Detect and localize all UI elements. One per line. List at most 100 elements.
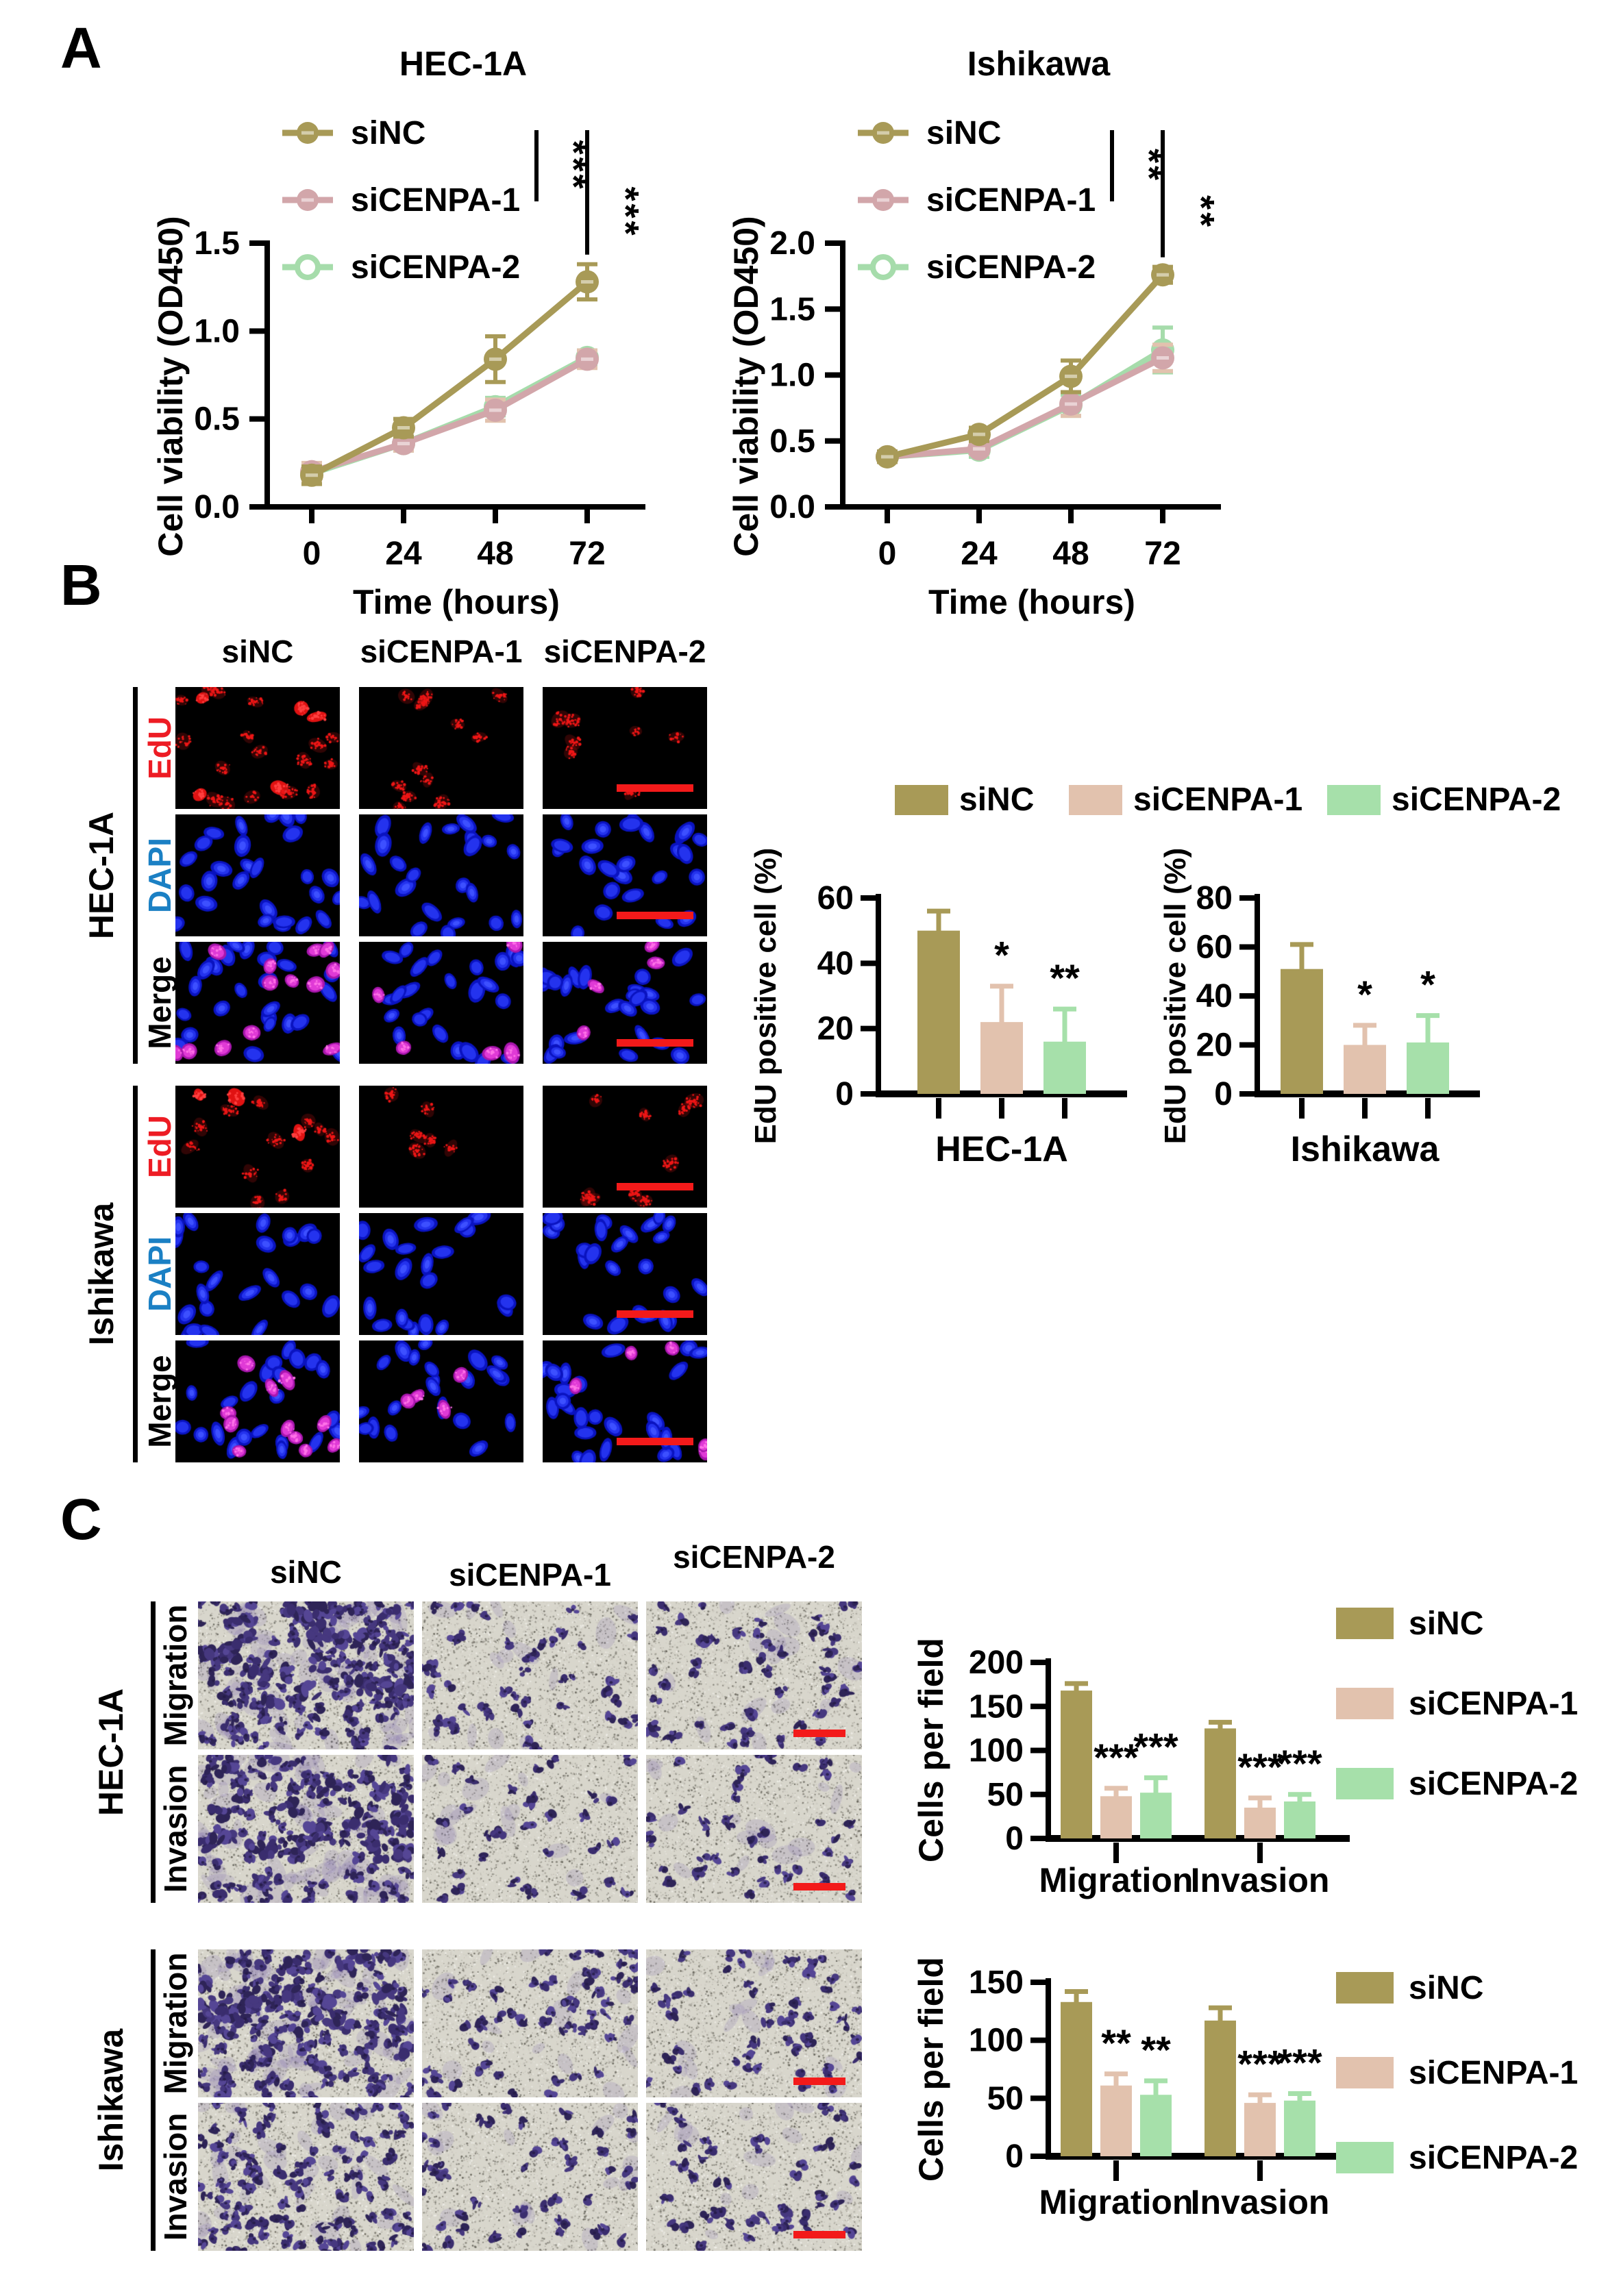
group-label-Ishikawa: Ishikawa	[92, 2028, 130, 2172]
x-tick-label: 48	[1052, 536, 1089, 572]
row-label-DAPI: DAPI	[142, 1236, 177, 1312]
fluorescence-image-HEC-1A-EdU-siCENPA-2	[543, 687, 707, 809]
fluorescence-image-Ishikawa-DAPI-siCENPA-2	[543, 1213, 707, 1335]
transwell-canvas	[646, 2103, 862, 2251]
transwell-canvas	[646, 1601, 862, 1749]
y-axis-label: EdU positive cell (%)	[749, 849, 782, 1144]
significance-stars: ***	[1277, 1742, 1322, 1785]
y-tick-label: 0	[1214, 1076, 1233, 1112]
group-bracket-HEC-1A	[133, 687, 138, 1064]
y-tick-label: 0.0	[769, 489, 815, 525]
row-label-HEC-1A-Migration: Migration	[158, 1604, 193, 1747]
fluorescence-image-HEC-1A-EdU-siCENPA-1	[359, 687, 523, 809]
transwell-image-HEC-1A-Invasion-siCENPA-2	[646, 1755, 862, 1903]
y-tick-label: 2.0	[769, 225, 815, 262]
transwell-canvas	[422, 2103, 638, 2251]
fluorescence-image-Ishikawa-DAPI-siNC	[175, 1213, 340, 1335]
fluorescence-image-Ishikawa-Merge-siCENPA-1	[359, 1340, 523, 1462]
y-tick-label: 1.5	[769, 291, 815, 327]
column-header-siCENPA-1: siCENPA-1	[360, 634, 523, 669]
legend-label: siCENPA-1	[1409, 2055, 1578, 2091]
bar-HEC-1A-siNC	[917, 930, 960, 1094]
y-axis-label: Cell viability (OD450)	[727, 216, 765, 556]
legend-label: siCENPA-2	[926, 249, 1096, 286]
transwell-image-Ishikawa-Migration-siCENPA-1	[422, 1949, 638, 2097]
transwell-image-HEC-1A-Invasion-siNC	[198, 1755, 414, 1903]
row-label-Ishikawa-Invasion: Invasion	[158, 2112, 193, 2241]
group-label-Ishikawa: Ishikawa	[82, 1202, 121, 1346]
legend-label: siNC	[1409, 1970, 1483, 2006]
transwell-image-HEC-1A-Migration-siCENPA-2	[646, 1601, 862, 1749]
fluorescence-image-HEC-1A-DAPI-siCENPA-1	[359, 814, 523, 936]
microscopy-canvas	[175, 1086, 340, 1208]
x-tick-label: 72	[1144, 536, 1181, 572]
y-tick-label: 50	[987, 1777, 1024, 1813]
legend-label: siNC	[351, 115, 425, 151]
y-tick-label: 1.0	[769, 358, 815, 394]
x-tick-label: 0	[303, 536, 321, 572]
legend-label-siCENPA-1: siCENPA-1	[1133, 782, 1303, 818]
row-label-EdU: EdU	[142, 1115, 177, 1178]
y-tick-label: 150	[969, 1964, 1024, 2001]
chart-title: HEC-1A	[399, 45, 527, 83]
legend-label: siCENPA-1	[1409, 1686, 1578, 1722]
x-tick-label: 48	[477, 536, 513, 572]
y-tick-label: 50	[987, 2080, 1024, 2117]
legend-label-siCENPA-2: siCENPA-2	[1392, 782, 1561, 818]
legend-swatch	[1336, 2057, 1394, 2088]
legend-label: siCENPA-2	[1409, 1766, 1578, 1802]
y-tick-label: 150	[969, 1688, 1024, 1725]
significance-stars: **	[1141, 2028, 1171, 2071]
bar-Migration-siNC	[1061, 1690, 1092, 1838]
significance-stars: *	[1357, 973, 1372, 1016]
edu-bar-chart-ishikawa: EdU positive cell (%) 0 20 40 60 80 * * Ishikawa	[1159, 849, 1480, 1169]
series-line-siNC	[886, 273, 1165, 460]
microscopy-canvas	[359, 1213, 523, 1335]
legend-swatch-siNC	[895, 785, 948, 815]
column-header-siCENPA-2: siCENPA-2	[673, 1539, 835, 1575]
scale-bar	[793, 1730, 845, 1737]
transwell-image-Ishikawa-Invasion-siNC	[198, 2103, 414, 2251]
scale-bar	[617, 1310, 693, 1318]
panel-b-label: B	[60, 553, 102, 617]
fluorescence-image-Ishikawa-EdU-siNC	[175, 1086, 340, 1208]
microscopy-canvas	[359, 942, 523, 1064]
viability-line-chart-ishikawa: Ishikawa Cell viability (OD450) 0.0 0.5 1.0 1…	[727, 45, 1222, 621]
significance-stars: ***	[1133, 1725, 1178, 1768]
legend-swatch-siCENPA-1	[1069, 785, 1122, 815]
y-tick-label: 80	[1196, 880, 1233, 916]
transwell-canvas	[198, 1755, 414, 1903]
fluorescence-image-Ishikawa-EdU-siCENPA-1	[359, 1086, 523, 1208]
y-tick-label: 40	[817, 945, 854, 982]
legend-label: siCENPA-2	[351, 249, 520, 286]
x-axis-label: Ishikawa	[1291, 1130, 1440, 1169]
significance-stars: **	[1050, 956, 1080, 999]
transwell-image-HEC-1A-Migration-siNC	[198, 1601, 414, 1749]
microscopy-canvas	[359, 1086, 523, 1208]
column-header-siCENPA-1: siCENPA-1	[449, 1557, 611, 1593]
x-axis-label: Time (hours)	[353, 583, 560, 621]
microscopy-canvas	[359, 1340, 523, 1462]
x-axis-label: HEC-1A	[935, 1130, 1068, 1169]
x-tick-label: 72	[569, 536, 605, 572]
scale-bar	[617, 1039, 693, 1047]
transwell-image-Ishikawa-Invasion-siCENPA-1	[422, 2103, 638, 2251]
significance-stars: ***	[1237, 1745, 1283, 1788]
legend-label: siNC	[926, 115, 1001, 151]
y-tick-label: 0	[1005, 2138, 1024, 2175]
x-tick-label: 24	[385, 536, 422, 572]
legend-swatch	[1336, 1688, 1394, 1719]
microscopy-canvas	[175, 1340, 340, 1462]
legend-label: siCENPA-2	[1409, 2140, 1578, 2176]
legend-label: siNC	[1409, 1606, 1483, 1642]
significance-stars: **	[1128, 149, 1170, 183]
row-label-HEC-1A-Invasion: Invasion	[158, 1764, 193, 1893]
y-tick-label: 60	[817, 880, 854, 916]
group-label: Migration	[1039, 1861, 1194, 1899]
bar-Migration-siNC	[1061, 2001, 1092, 2156]
y-axis-label: EdU positive cell (%)	[1159, 849, 1192, 1144]
viability-line-chart-hec1a: HEC-1A Cell viability (OD450) 0.0 0.5 1.0 1.5…	[151, 45, 646, 621]
bar-Invasion-siNC	[1204, 2020, 1236, 2156]
